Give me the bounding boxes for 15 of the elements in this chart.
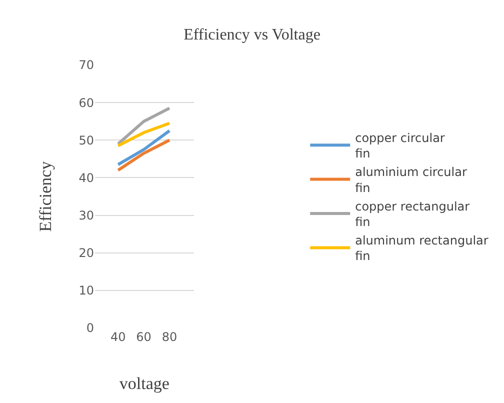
- x-tick-label: 40: [110, 330, 126, 344]
- y-tick-label: 70: [78, 58, 94, 72]
- text: Efficiency vs Voltage: [184, 26, 320, 44]
- y-tick-label: 10: [78, 284, 94, 298]
- y-tick-label: 20: [78, 246, 94, 260]
- y-tick-label: 30: [78, 208, 94, 222]
- x-tick-label: 80: [162, 330, 178, 344]
- y-tick-label: 0: [86, 321, 94, 336]
- y-tick-label: 60: [78, 96, 94, 110]
- y-tick-label: 50: [78, 133, 94, 148]
- y-tick-label: 40: [78, 170, 94, 185]
- x-axis-title: voltage: [119, 374, 170, 393]
- legend-label: aluminum rectangular fin: [355, 234, 488, 264]
- x-tick-label: 60: [136, 330, 152, 344]
- y-axis-title: Efficiency: [36, 160, 55, 232]
